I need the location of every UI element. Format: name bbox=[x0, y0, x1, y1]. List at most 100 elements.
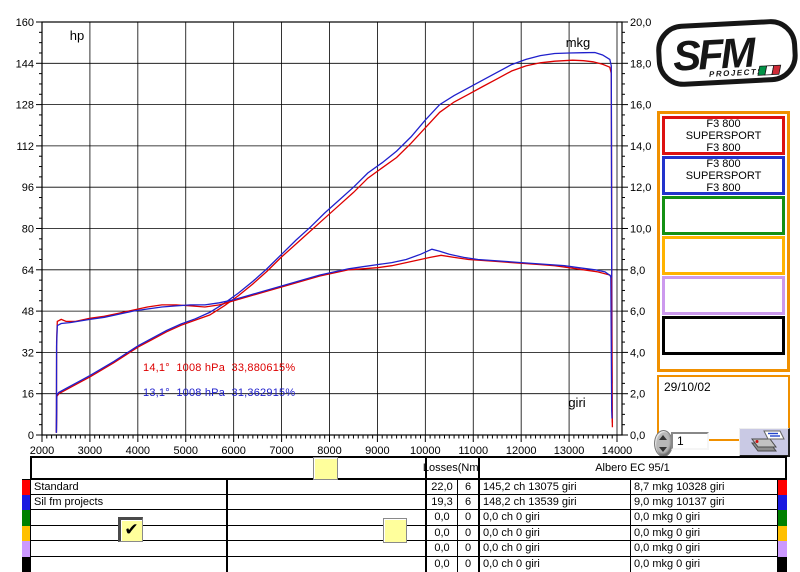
svg-text:8000: 8000 bbox=[317, 445, 341, 455]
row-yellow-marker[interactable] bbox=[383, 518, 407, 543]
row-losses-count: 0 bbox=[458, 525, 480, 542]
svg-text:16,0: 16,0 bbox=[630, 100, 651, 112]
svg-text:10000: 10000 bbox=[410, 445, 441, 455]
series-silfm-power-hp bbox=[55, 51, 613, 433]
row-color-swatch-left bbox=[22, 541, 30, 557]
table-row[interactable]: Standard 22,0 6 145,2 ch 13075 giri 8,7 … bbox=[22, 479, 787, 495]
table-row[interactable]: 0,0 0 0,0 ch 0 giri 0,0 mkg 0 giri bbox=[22, 510, 787, 526]
svg-text:14,0: 14,0 bbox=[630, 141, 651, 153]
legend-slot-4[interactable] bbox=[662, 236, 785, 275]
dyno-chart: 2000 3000 4000 5000 6000 7000 8000 9000 10000 110… bbox=[16, 17, 652, 455]
row-notes-cell[interactable] bbox=[228, 479, 427, 495]
row-peak-torque: 9,0 mkg 10137 giri bbox=[631, 494, 778, 511]
table-row[interactable]: 0,0 0 0,0 ch 0 giri 0,0 mkg 0 giri bbox=[22, 541, 787, 557]
svg-text:giri: giri bbox=[568, 395, 585, 410]
row-losses-value: 19,3 bbox=[427, 494, 458, 511]
svg-text:112: 112 bbox=[16, 141, 34, 153]
svg-text:13000: 13000 bbox=[554, 445, 585, 455]
spinner-value[interactable]: 1 bbox=[671, 432, 709, 450]
svg-text:10,0: 10,0 bbox=[630, 224, 651, 236]
svg-text:4000: 4000 bbox=[126, 445, 150, 455]
row-notes-cell[interactable] bbox=[228, 525, 427, 542]
svg-text:18,0: 18,0 bbox=[630, 58, 651, 70]
row-losses-value: 0,0 bbox=[427, 510, 458, 526]
row-notes-cell[interactable] bbox=[228, 541, 427, 557]
header-losses: Losses(Nm) bbox=[423, 456, 482, 480]
svg-text:160: 160 bbox=[16, 17, 34, 29]
chart-axes: 2000 3000 4000 5000 6000 7000 8000 9000 10000 110… bbox=[16, 17, 652, 455]
row-color-swatch-left bbox=[22, 556, 30, 572]
row-losses-count: 0 bbox=[458, 510, 480, 526]
header-empty-cell bbox=[30, 456, 427, 480]
svg-text:6000: 6000 bbox=[221, 445, 245, 455]
header-albero: Albero EC 95/1 bbox=[478, 456, 787, 480]
legend-slot-label: F3 800 bbox=[706, 141, 741, 154]
svg-text:2,0: 2,0 bbox=[630, 389, 645, 401]
row-peak-torque: 8,7 mkg 10328 giri bbox=[631, 479, 778, 495]
svg-text:9000: 9000 bbox=[365, 445, 389, 455]
series-standard-torque-mkg bbox=[55, 254, 614, 433]
svg-text:20,0: 20,0 bbox=[630, 17, 651, 29]
table-row[interactable]: 0,0 0 0,0 ch 0 giri 0,0 mkg 0 giri bbox=[22, 556, 787, 572]
row-peak-power: 0,0 ch 0 giri bbox=[480, 556, 631, 572]
row-notes-cell[interactable] bbox=[228, 494, 427, 511]
row-color-swatch-right bbox=[778, 479, 787, 495]
svg-text:11000: 11000 bbox=[458, 445, 488, 455]
row-peak-power: 145,2 ch 13075 giri bbox=[480, 479, 631, 495]
svg-text:64: 64 bbox=[22, 265, 34, 277]
table-row[interactable]: Sil fm projects 19,3 6 148,2 ch 13539 gi… bbox=[22, 494, 787, 511]
row-color-swatch-right bbox=[778, 525, 787, 542]
row-peak-torque: 0,0 mkg 0 giri bbox=[631, 556, 778, 572]
svg-text:12000: 12000 bbox=[506, 445, 537, 455]
row-color-swatch-left bbox=[22, 494, 30, 511]
svg-text:16: 16 bbox=[22, 389, 34, 401]
svg-text:2000: 2000 bbox=[30, 445, 54, 455]
spinner-down-icon[interactable] bbox=[659, 447, 667, 452]
svg-text:128: 128 bbox=[16, 100, 34, 112]
page-spinner[interactable]: 1 bbox=[654, 430, 714, 457]
svg-text:0: 0 bbox=[28, 430, 34, 442]
series-standard-power-hp bbox=[55, 59, 614, 433]
row-notes-cell[interactable] bbox=[228, 556, 427, 572]
weather-annotation-silfm: 13,1° 1008 hPa 31,362915% bbox=[143, 387, 296, 399]
printer-icon bbox=[751, 430, 785, 452]
row-name-cell[interactable]: Standard bbox=[30, 479, 228, 495]
row-color-swatch-right bbox=[778, 541, 787, 557]
legend-slot-label: SUPERSPORT bbox=[685, 169, 762, 182]
row-peak-torque: 0,0 mkg 0 giri bbox=[631, 541, 778, 557]
series-silfm-torque-mkg bbox=[55, 248, 613, 433]
row-name-cell[interactable]: Sil fm projects bbox=[30, 494, 228, 511]
row-losses-count: 6 bbox=[458, 479, 480, 495]
svg-text:8,0: 8,0 bbox=[630, 265, 645, 277]
row-losses-count: 0 bbox=[458, 556, 480, 572]
table-row[interactable]: 0,0 0 0,0 ch 0 giri 0,0 mkg 0 giri bbox=[22, 525, 787, 542]
svg-text:12,0: 12,0 bbox=[630, 182, 651, 194]
legend-slot-label: F3 800 bbox=[706, 117, 741, 130]
row-peak-power: 0,0 ch 0 giri bbox=[480, 541, 631, 557]
svg-text:96: 96 bbox=[22, 182, 34, 194]
svg-text:mkg: mkg bbox=[566, 35, 591, 50]
svg-text:3000: 3000 bbox=[78, 445, 102, 455]
row-peak-torque: 0,0 mkg 0 giri bbox=[631, 510, 778, 526]
legend-slot-label: F3 800 bbox=[706, 157, 741, 170]
legend-slot-5[interactable] bbox=[662, 276, 785, 315]
row-name-cell[interactable] bbox=[30, 541, 228, 557]
header-yellow-marker[interactable] bbox=[313, 457, 338, 480]
yellow-checkbox[interactable]: ✔ bbox=[118, 517, 143, 542]
spinner-up-icon[interactable] bbox=[659, 435, 667, 440]
row-losses-value: 0,0 bbox=[427, 541, 458, 557]
row-name-cell[interactable] bbox=[30, 556, 228, 572]
legend-slot-6[interactable] bbox=[662, 316, 785, 355]
legend-slot-3[interactable] bbox=[662, 196, 785, 235]
row-peak-power: 0,0 ch 0 giri bbox=[480, 510, 631, 526]
legend-slot-2[interactable]: F3 800 SUPERSPORT F3 800 bbox=[662, 156, 785, 195]
legend-slot-1[interactable]: F3 800 SUPERSPORT F3 800 bbox=[662, 116, 785, 155]
row-notes-cell[interactable] bbox=[228, 510, 427, 526]
svg-text:144: 144 bbox=[16, 58, 34, 70]
logo-text: SFM bbox=[672, 28, 758, 79]
svg-text:0,0: 0,0 bbox=[630, 430, 645, 442]
row-color-swatch-right bbox=[778, 556, 787, 572]
print-button[interactable] bbox=[739, 428, 790, 457]
row-peak-power: 0,0 ch 0 giri bbox=[480, 525, 631, 542]
legend-slot-label: F3 800 bbox=[706, 181, 741, 194]
